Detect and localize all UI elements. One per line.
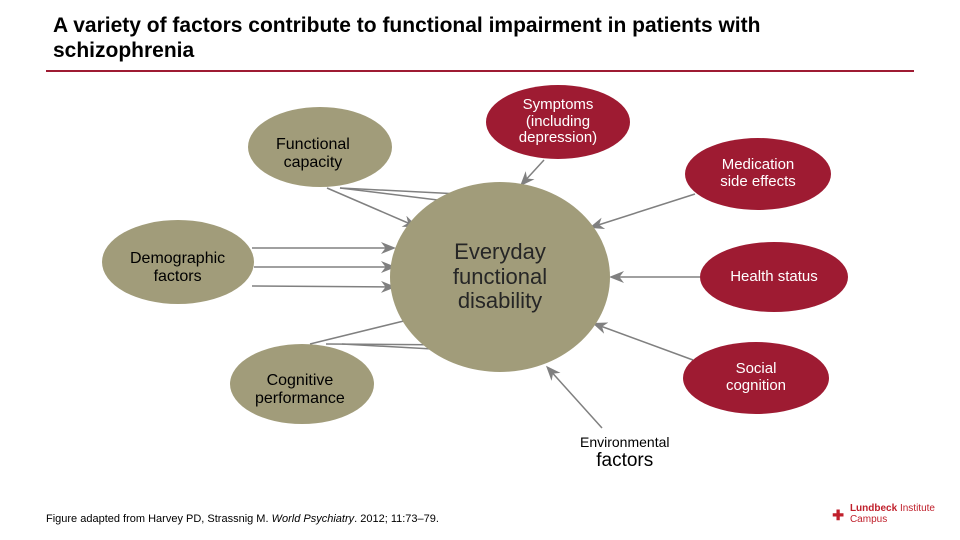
arrow bbox=[548, 368, 602, 428]
slide: A variety of factors contribute to funct… bbox=[0, 0, 960, 540]
arrow bbox=[522, 160, 544, 184]
arrow bbox=[327, 188, 415, 226]
logo-text: Lundbeck Institute Campus bbox=[850, 504, 935, 525]
symptoms-node: Symptoms(includingdepression) bbox=[486, 85, 630, 159]
health-node: Health status bbox=[700, 242, 848, 312]
logo-sub2: Campus bbox=[850, 515, 935, 526]
brand-logo: ✚ Lundbeck Institute Campus bbox=[832, 504, 935, 525]
citation: Figure adapted from Harvey PD, Strassnig… bbox=[46, 513, 439, 525]
citation-journal: World Psychiatry bbox=[272, 513, 355, 525]
logo-brand: Lundbeck bbox=[850, 503, 897, 514]
page-title: A variety of factors contribute to funct… bbox=[53, 14, 873, 64]
logo-cross-icon: ✚ bbox=[832, 508, 844, 522]
demographic-label: Demographicfactors bbox=[130, 250, 225, 286]
logo-sub1: Institute bbox=[900, 503, 935, 514]
arrow bbox=[592, 194, 695, 227]
functional-capacity-label: Functionalcapacity bbox=[276, 136, 350, 172]
arrow bbox=[595, 324, 693, 360]
medication-node: Medicationside effects bbox=[685, 138, 831, 210]
diagram-canvas: Everydayfunctionaldisability Functionalca… bbox=[0, 72, 960, 502]
cognitive-label: Cognitiveperformance bbox=[255, 372, 345, 408]
arrow bbox=[252, 286, 393, 287]
environmental-label: Environmentalfactors bbox=[580, 434, 670, 472]
center-node: Everydayfunctionaldisability bbox=[390, 182, 610, 372]
social-node: Socialcognition bbox=[683, 342, 829, 414]
citation-prefix: Figure adapted from Harvey PD, Strassnig… bbox=[46, 513, 272, 525]
citation-suffix: . 2012; 11:73–79. bbox=[354, 513, 439, 525]
